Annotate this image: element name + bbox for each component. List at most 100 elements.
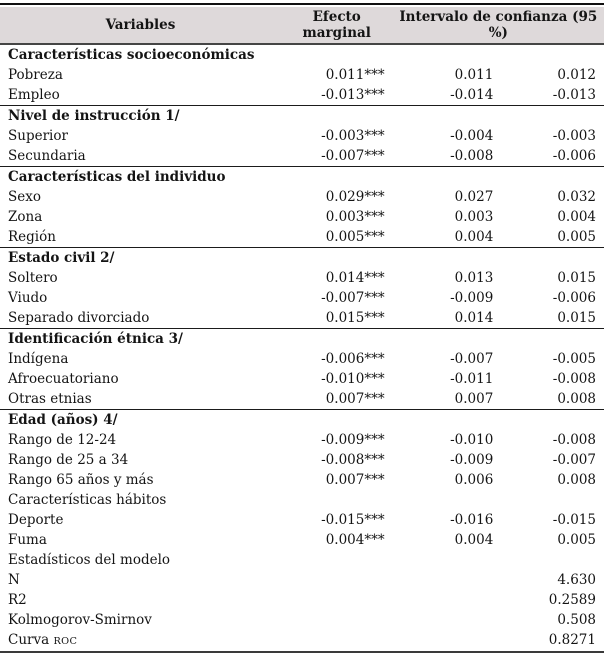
table-row: Pobreza 0.011*** 0.011 0.012 bbox=[0, 65, 604, 85]
table-row: Sexo 0.029*** 0.027 0.032 bbox=[0, 187, 604, 207]
table-row: Separado divorciado 0.015*** 0.014 0.015 bbox=[0, 308, 604, 329]
section-header-row: Identificación étnica 3/ bbox=[0, 328, 604, 349]
variable-label: Superior bbox=[8, 127, 68, 144]
regression-results-table: Variables Efecto marginal Intervalo de c… bbox=[0, 7, 604, 651]
ci-low-value: -0.014 bbox=[450, 86, 494, 103]
table-row: Deporte -0.015*** -0.016 -0.015 bbox=[0, 510, 604, 530]
ci-high-value: -0.006 bbox=[552, 289, 596, 306]
ci-high-value: 0.032 bbox=[557, 188, 596, 205]
table-row: Secundaria -0.007*** -0.008 -0.006 bbox=[0, 146, 604, 167]
ci-high-value: 0.015 bbox=[557, 269, 596, 286]
variable-label: Viudo bbox=[8, 289, 48, 306]
section-title: Estado civil 2/ bbox=[0, 247, 604, 268]
variable-label-smallcaps: ROC bbox=[53, 635, 78, 647]
ci-low-value: 0.013 bbox=[454, 269, 494, 286]
ci-low-value: 0.004 bbox=[454, 531, 494, 548]
effect-value bbox=[281, 590, 393, 610]
effect-value: 0.029*** bbox=[325, 188, 385, 205]
header-confidence-interval: Intervalo de confianza (95 %) bbox=[392, 7, 604, 45]
effect-value: 0.014*** bbox=[325, 269, 385, 286]
ci-low-value: 0.014 bbox=[454, 309, 494, 326]
section-title: Edad (años) 4/ bbox=[0, 409, 604, 430]
ci-low-value: 0.011 bbox=[454, 66, 494, 83]
results-table-container: Variables Efecto marginal Intervalo de c… bbox=[0, 3, 604, 653]
table-row: R2 0.2589 bbox=[0, 590, 604, 610]
ci-high-value: 0.508 bbox=[557, 611, 596, 628]
ci-high-value: -0.008 bbox=[552, 370, 596, 387]
table-row: Soltero 0.014*** 0.013 0.015 bbox=[0, 268, 604, 288]
ci-low-value: -0.004 bbox=[450, 127, 494, 144]
section-header-row: Estado civil 2/ bbox=[0, 247, 604, 268]
ci-low-value: 0.004 bbox=[454, 228, 494, 245]
ci-low-value: -0.009 bbox=[450, 451, 494, 468]
ci-low-value: -0.008 bbox=[450, 147, 494, 164]
variable-label: N bbox=[8, 571, 20, 588]
variable-label: Soltero bbox=[8, 269, 58, 286]
header-row: Variables Efecto marginal Intervalo de c… bbox=[0, 7, 604, 45]
ci-high-value: 4.630 bbox=[557, 571, 596, 588]
effect-value bbox=[281, 570, 393, 590]
table-row: Rango 65 años y más 0.007*** 0.006 0.008 bbox=[0, 470, 604, 490]
effect-value: 0.005*** bbox=[325, 228, 385, 245]
effect-value: 0.003*** bbox=[325, 208, 385, 225]
ci-high-value: 0.005 bbox=[557, 531, 596, 548]
section-header-row: Características socioeconómicas bbox=[0, 44, 604, 65]
ci-high-value: -0.008 bbox=[552, 431, 596, 448]
table-body: Características socioeconómicas Pobreza 0.… bbox=[0, 44, 604, 651]
variable-label: Separado divorciado bbox=[8, 309, 150, 326]
section-header-row: Características del individuo bbox=[0, 166, 604, 187]
ci-high-value: 0.008 bbox=[557, 471, 596, 488]
ci-low-value: -0.007 bbox=[450, 350, 494, 367]
effect-value: 0.015*** bbox=[325, 309, 385, 326]
variable-label: Curva ROC bbox=[8, 631, 78, 648]
effect-value: 0.007*** bbox=[325, 471, 385, 488]
effect-value: 0.004*** bbox=[325, 531, 385, 548]
ci-high-value: 0.004 bbox=[557, 208, 596, 225]
ci-low-value: -0.016 bbox=[450, 511, 494, 528]
table-row: Kolmogorov-Smirnov 0.508 bbox=[0, 610, 604, 630]
effect-value bbox=[281, 610, 393, 630]
section-header-row: Características hábitos bbox=[0, 490, 604, 510]
variable-label: Sexo bbox=[8, 188, 41, 205]
ci-high-value: 0.2589 bbox=[548, 591, 596, 608]
variable-label: Pobreza bbox=[8, 66, 63, 83]
effect-value: -0.007*** bbox=[321, 147, 385, 164]
ci-high-value: 0.005 bbox=[557, 228, 596, 245]
table-row: N 4.630 bbox=[0, 570, 604, 590]
variable-label: Secundaria bbox=[8, 147, 86, 164]
section-title: Nivel de instrucción 1/ bbox=[0, 105, 604, 126]
section-title: Características del individuo bbox=[0, 166, 604, 187]
ci-low-value: -0.010 bbox=[450, 431, 494, 448]
variable-label: Zona bbox=[8, 208, 43, 225]
table-row: Afroecuatoriano -0.010*** -0.011 -0.008 bbox=[0, 369, 604, 389]
variable-label: Fuma bbox=[8, 531, 47, 548]
table-row: Indígena -0.006*** -0.007 -0.005 bbox=[0, 349, 604, 369]
effect-value: -0.007*** bbox=[321, 289, 385, 306]
ci-high-value: -0.007 bbox=[552, 451, 596, 468]
ci-low-value: -0.009 bbox=[450, 289, 494, 306]
ci-high-value: -0.005 bbox=[552, 350, 596, 367]
effect-value: -0.006*** bbox=[321, 350, 385, 367]
effect-value: 0.011*** bbox=[325, 66, 385, 83]
ci-low-value bbox=[393, 610, 502, 630]
variable-label: Región bbox=[8, 228, 56, 245]
ci-low-value: 0.006 bbox=[454, 471, 494, 488]
variable-label: Kolmogorov-Smirnov bbox=[8, 611, 152, 628]
ci-high-value: -0.015 bbox=[552, 511, 596, 528]
ci-high-value: -0.013 bbox=[552, 86, 596, 103]
effect-value: -0.008*** bbox=[321, 451, 385, 468]
section-title: Características socioeconómicas bbox=[8, 46, 255, 63]
table-row: Rango de 12-24 -0.009*** -0.010 -0.008 bbox=[0, 430, 604, 450]
table-row: Zona 0.003*** 0.003 0.004 bbox=[0, 207, 604, 227]
table-row: Viudo -0.007*** -0.009 -0.006 bbox=[0, 288, 604, 308]
table-row: Empleo -0.013*** -0.014 -0.013 bbox=[0, 85, 604, 106]
ci-low-value bbox=[393, 590, 502, 610]
effect-value bbox=[281, 630, 393, 651]
table-header: Variables Efecto marginal Intervalo de c… bbox=[0, 7, 604, 45]
variable-label: Rango de 25 a 34 bbox=[8, 451, 129, 468]
header-variables: Variables bbox=[0, 7, 281, 45]
table-row: Región 0.005*** 0.004 0.005 bbox=[0, 227, 604, 248]
table-row: Curva ROC 0.8271 bbox=[0, 630, 604, 651]
ci-low-value bbox=[393, 630, 502, 651]
variable-label: Empleo bbox=[8, 86, 60, 103]
